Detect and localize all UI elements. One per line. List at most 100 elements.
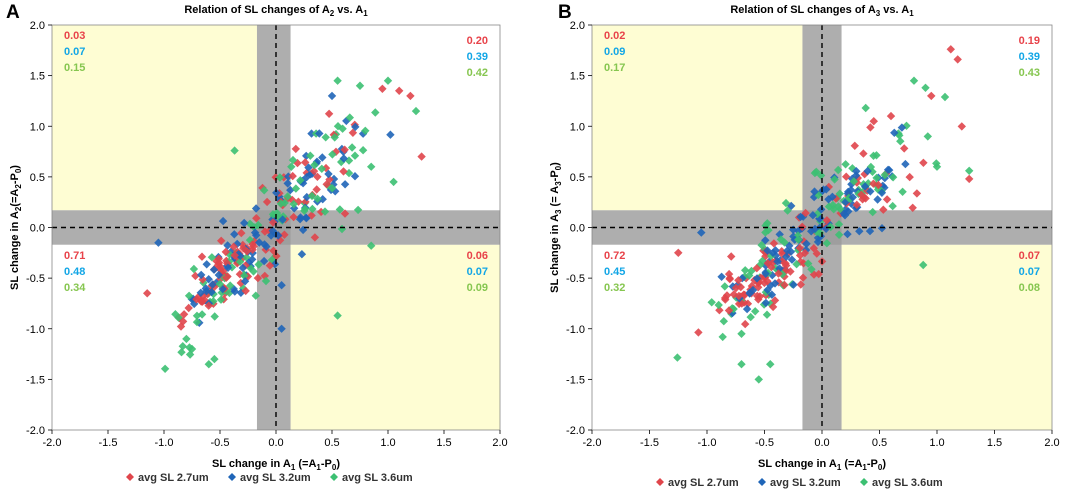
panel-letter: A [6, 2, 20, 23]
point-series-2 [728, 282, 737, 291]
point-series-2 [207, 287, 216, 297]
point-series-3 [333, 311, 342, 320]
point-series-3 [333, 122, 343, 131]
point-series-1 [143, 289, 152, 298]
point-series-2 [848, 174, 857, 183]
point-series-3 [864, 179, 873, 188]
point-series-2 [259, 256, 269, 266]
point-series-3 [778, 270, 787, 279]
point-series-1 [339, 167, 348, 176]
point-series-1 [727, 252, 736, 261]
point-series-1 [927, 91, 936, 101]
x-tick-label: 0.0 [268, 437, 283, 449]
point-series-2 [802, 239, 811, 248]
point-series-3 [719, 317, 728, 326]
point-series-2 [773, 257, 782, 266]
point-series-2 [277, 281, 286, 290]
x-tick-label: 2.0 [1044, 437, 1059, 449]
point-series-2 [202, 260, 211, 269]
point-series-3 [226, 281, 235, 290]
fraction-bottom-right-series-3: 0.08 [1019, 282, 1040, 294]
point-series-2 [897, 123, 907, 132]
point-series-3 [896, 137, 905, 146]
point-series-3 [757, 240, 766, 250]
point-series-1 [289, 212, 298, 222]
fraction-top-left-series-1: 0.03 [64, 30, 85, 42]
point-series-1 [798, 273, 808, 282]
point-series-2 [745, 289, 754, 298]
point-series-3 [328, 184, 337, 193]
point-series-2 [771, 251, 780, 260]
x-tick-label: -1.5 [99, 437, 118, 449]
x-tick-label: 1.5 [436, 437, 451, 449]
point-series-3 [189, 264, 199, 274]
point-series-3 [320, 207, 330, 216]
point-series-2 [828, 192, 837, 201]
point-series-3 [204, 360, 213, 369]
point-series-2 [844, 207, 853, 216]
quadrant-bottom-right [290, 244, 500, 430]
point-series-1 [754, 295, 763, 304]
point-series-3 [335, 205, 345, 214]
fraction-top-right-series-2: 0.39 [1019, 51, 1040, 63]
point-series-2 [274, 231, 283, 240]
x-tick-label: -1.5 [640, 437, 659, 449]
point-series-2 [855, 227, 864, 236]
point-series-2 [848, 193, 857, 202]
point-series-1 [919, 158, 928, 167]
point-series-1 [213, 261, 223, 270]
point-series-2 [209, 265, 219, 274]
x-tick-label: -2.0 [43, 437, 62, 449]
point-series-1 [774, 269, 783, 278]
point-series-3 [371, 108, 380, 117]
point-series-2 [717, 272, 726, 281]
point-series-2 [266, 231, 276, 240]
point-series-1 [179, 310, 189, 319]
point-series-1 [221, 247, 230, 257]
point-series-2 [782, 252, 791, 261]
point-series-3 [766, 251, 776, 261]
point-series-2 [277, 324, 286, 333]
point-series-1 [786, 267, 795, 276]
point-series-3 [756, 260, 765, 269]
point-series-1 [280, 230, 289, 239]
point-series-2 [877, 188, 887, 197]
point-series-1 [395, 86, 404, 95]
point-series-3 [216, 295, 226, 304]
point-series-2 [351, 122, 360, 132]
point-series-3 [178, 342, 187, 351]
quadrant-top-left [592, 25, 803, 211]
point-series-3 [287, 162, 296, 171]
point-series-1 [824, 182, 833, 192]
point-series-1 [241, 286, 250, 296]
point-series-3 [771, 263, 780, 273]
point-series-1 [237, 228, 246, 238]
point-series-3 [254, 260, 263, 269]
point-series-2 [202, 287, 211, 296]
point-series-2 [761, 269, 770, 278]
legend: avg SL 2.7um avg SL 3.2um avg SL 3.6um [656, 477, 943, 489]
point-series-3 [828, 200, 838, 210]
point-series-2 [890, 128, 899, 137]
point-series-3 [965, 166, 974, 175]
point-series-2 [251, 204, 261, 213]
point-series-3 [361, 126, 370, 135]
point-series-3 [160, 364, 170, 373]
point-series-1 [756, 273, 766, 282]
y-tick-label: 1.0 [30, 121, 45, 133]
point-series-3 [358, 146, 368, 155]
point-series-1 [378, 84, 387, 93]
point-series-2 [810, 187, 819, 196]
point-series-1 [905, 172, 914, 182]
point-series-1 [301, 158, 310, 167]
point-series-1 [831, 194, 841, 203]
point-series-1 [754, 278, 763, 287]
point-series-3 [841, 160, 850, 169]
point-series-1 [312, 185, 321, 194]
x-tick-label: -2.0 [583, 437, 602, 449]
point-series-3 [737, 329, 746, 338]
point-series-1 [778, 249, 787, 259]
point-series-1 [859, 149, 868, 158]
point-series-3 [333, 76, 342, 85]
